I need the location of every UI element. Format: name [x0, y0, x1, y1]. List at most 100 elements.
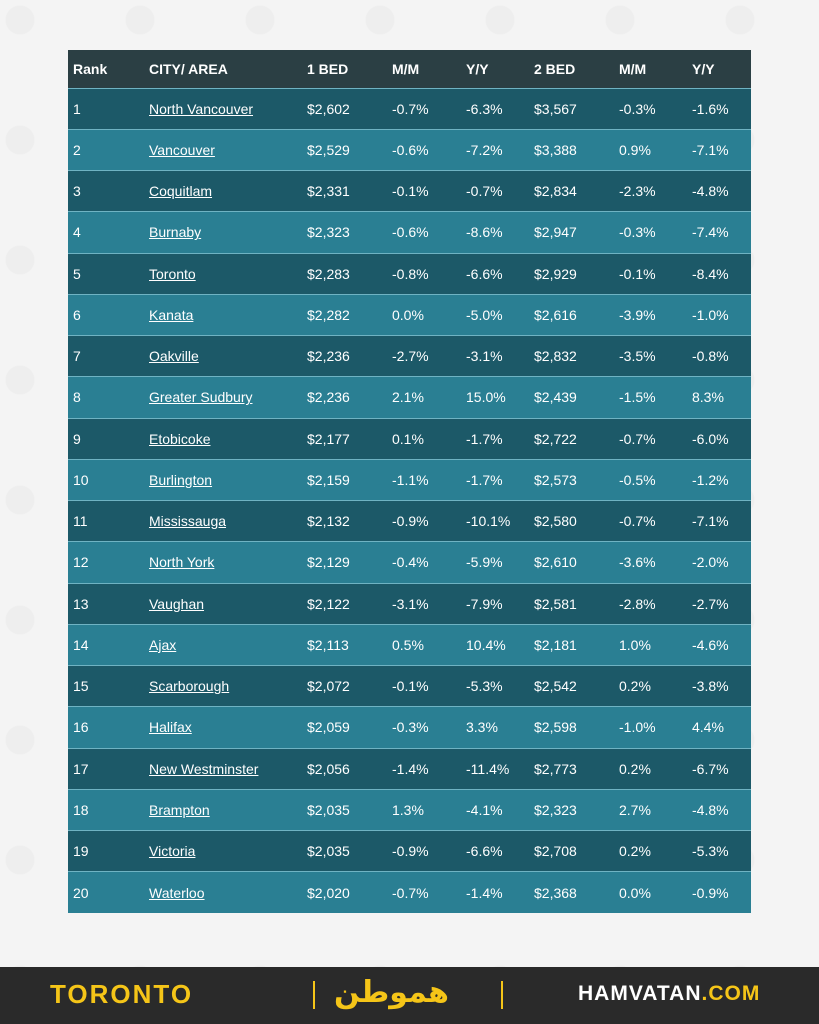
price-2bed-cell: $2,323	[534, 801, 577, 818]
table-row: 3 Coquitlam $2,331 -0.1% -0.7% $2,834 -2.3% -4.…	[68, 170, 751, 212]
city-link[interactable]: Halifax	[149, 719, 192, 736]
mm-2bed-cell: 0.0%	[619, 884, 651, 901]
price-1bed-cell: $2,282	[307, 306, 350, 323]
table-row: 10 Burlington $2,159 -1.1% -1.7% $2,573 -0.5% -…	[68, 459, 751, 501]
table-row: 18 Brampton $2,035 1.3% -4.1% $2,323 2.7% -4.8%	[68, 789, 751, 831]
city-link[interactable]: Oakville	[149, 348, 199, 365]
city-link[interactable]: North York	[149, 554, 215, 571]
table-row: 8 Greater Sudbury $2,236 2.1% 15.0% $2,439 -1.…	[68, 376, 751, 418]
header-city: CITY/ AREA	[149, 60, 228, 77]
footer-divider-left	[313, 981, 315, 1009]
price-2bed-cell: $2,616	[534, 306, 577, 323]
yy-1bed-cell: -6.3%	[466, 100, 503, 117]
header-1bed: 1 BED	[307, 60, 349, 77]
table-row: 14 Ajax $2,113 0.5% 10.4% $2,181 1.0% -4.6%	[68, 624, 751, 666]
city-link[interactable]: Waterloo	[149, 884, 205, 901]
footer-website-main: HAMVATAN	[578, 982, 702, 1005]
yy-2bed-cell: -2.0%	[692, 554, 729, 571]
price-2bed-cell: $2,542	[534, 678, 577, 695]
header-row: Rank CITY/ AREA 1 BED M/M Y/Y 2 BED M/M …	[68, 50, 751, 88]
mm-1bed-cell: 0.1%	[392, 430, 424, 447]
mm-2bed-cell: -0.3%	[619, 224, 656, 241]
table-row: 6 Kanata $2,282 0.0% -5.0% $2,616 -3.9% -1.0%	[68, 294, 751, 336]
city-link[interactable]: Etobicoke	[149, 430, 211, 447]
yy-1bed-cell: -4.1%	[466, 801, 503, 818]
yy-2bed-cell: -8.4%	[692, 265, 729, 282]
yy-1bed-cell: -5.9%	[466, 554, 503, 571]
mm-1bed-cell: -2.7%	[392, 348, 429, 365]
yy-1bed-cell: -6.6%	[466, 843, 503, 860]
footer-city-label: TORONTO	[50, 979, 194, 1009]
city-link[interactable]: Burlington	[149, 471, 213, 488]
footer-website[interactable]: HAMVATAN.COM	[578, 982, 760, 1006]
yy-1bed-cell: -10.1%	[466, 513, 511, 530]
yy-2bed-cell: -4.8%	[692, 801, 729, 818]
price-2bed-cell: $2,598	[534, 719, 577, 736]
city-link[interactable]: Coquitlam	[149, 183, 213, 200]
yy-1bed-cell: 15.0%	[466, 389, 506, 406]
city-link[interactable]: Burnaby	[149, 224, 202, 241]
header-mm-2bed: M/M	[619, 60, 647, 77]
city-link[interactable]: Ajax	[149, 636, 177, 653]
price-2bed-cell: $2,708	[534, 843, 577, 860]
price-1bed-cell: $2,529	[307, 141, 350, 158]
price-2bed-cell: $2,580	[534, 513, 577, 530]
city-link[interactable]: North Vancouver	[149, 100, 254, 117]
mm-2bed-cell: -0.1%	[619, 265, 656, 282]
mm-2bed-cell: 0.9%	[619, 141, 651, 158]
yy-1bed-cell: -0.7%	[466, 183, 503, 200]
rent-table-container: Rank CITY/ AREA 1 BED M/M Y/Y 2 BED M/M …	[68, 50, 751, 913]
price-1bed-cell: $2,035	[307, 801, 350, 818]
city-link[interactable]: Brampton	[149, 801, 210, 818]
price-2bed-cell: $2,439	[534, 389, 577, 406]
rank-cell: 12	[73, 554, 89, 571]
city-link[interactable]: Mississauga	[149, 513, 227, 530]
city-link[interactable]: New Westminster	[149, 760, 259, 777]
mm-1bed-cell: 0.0%	[392, 306, 424, 323]
price-1bed-cell: $2,323	[307, 224, 350, 241]
mm-2bed-cell: -1.0%	[619, 719, 656, 736]
header-yy-2bed: Y/Y	[692, 60, 715, 77]
price-1bed-cell: $2,072	[307, 678, 350, 695]
rank-cell: 11	[73, 513, 88, 530]
table-row: 13 Vaughan $2,122 -3.1% -7.9% $2,581 -2.8% -2.7…	[68, 583, 751, 625]
price-1bed-cell: $2,177	[307, 430, 350, 447]
city-link[interactable]: Kanata	[149, 306, 194, 323]
rank-cell: 14	[73, 636, 89, 653]
city-link[interactable]: Greater Sudbury	[149, 389, 253, 406]
city-link[interactable]: Victoria	[149, 843, 196, 860]
rank-cell: 19	[73, 843, 89, 860]
price-2bed-cell: $2,832	[534, 348, 577, 365]
price-1bed-cell: $2,132	[307, 513, 350, 530]
rank-cell: 13	[73, 595, 89, 612]
rank-cell: 15	[73, 678, 89, 695]
mm-1bed-cell: -0.1%	[392, 678, 429, 695]
mm-1bed-cell: -1.4%	[392, 760, 429, 777]
rent-table: Rank CITY/ AREA 1 BED M/M Y/Y 2 BED M/M …	[68, 50, 751, 913]
price-1bed-cell: $2,331	[307, 183, 350, 200]
price-1bed-cell: $2,020	[307, 884, 350, 901]
rank-cell: 3	[73, 183, 81, 200]
city-link[interactable]: Vancouver	[149, 141, 215, 158]
yy-2bed-cell: -0.9%	[692, 884, 729, 901]
price-2bed-cell: $2,834	[534, 183, 577, 200]
yy-1bed-cell: -1.7%	[466, 471, 503, 488]
price-1bed-cell: $2,129	[307, 554, 350, 571]
price-2bed-cell: $2,947	[534, 224, 577, 241]
price-1bed-cell: $2,283	[307, 265, 350, 282]
table-row: 17 New Westminster $2,056 -1.4% -11.4% $2,773…	[68, 748, 751, 790]
rank-cell: 18	[73, 801, 89, 818]
mm-1bed-cell: -1.1%	[392, 471, 429, 488]
price-2bed-cell: $2,581	[534, 595, 577, 612]
city-link[interactable]: Scarborough	[149, 678, 230, 695]
mm-1bed-cell: 2.1%	[392, 389, 424, 406]
rank-cell: 17	[73, 760, 89, 777]
mm-1bed-cell: 0.5%	[392, 636, 424, 653]
mm-1bed-cell: -0.4%	[392, 554, 429, 571]
city-link[interactable]: Toronto	[149, 265, 196, 282]
rank-cell: 9	[73, 430, 81, 447]
mm-1bed-cell: -0.7%	[392, 100, 429, 117]
price-1bed-cell: $2,159	[307, 471, 350, 488]
city-link[interactable]: Vaughan	[149, 595, 205, 612]
yy-1bed-cell: -8.6%	[466, 224, 503, 241]
